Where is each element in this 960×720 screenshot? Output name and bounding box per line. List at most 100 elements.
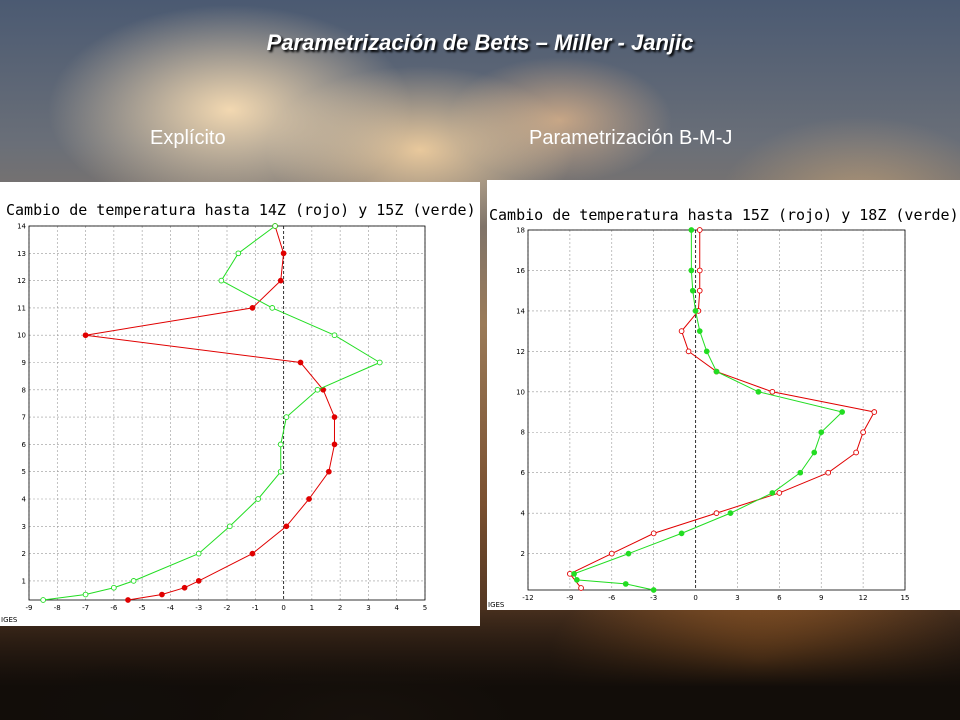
data-point [650, 530, 657, 537]
x-tick-label: 1 [310, 604, 314, 612]
data-point [839, 409, 846, 415]
data-point [689, 287, 696, 294]
y-tick-label: 8 [22, 386, 26, 394]
y-tick-label: 2 [521, 550, 525, 558]
series-line-1 [573, 230, 844, 591]
data-point [331, 414, 338, 420]
data-point [82, 332, 89, 339]
data-point [331, 441, 338, 448]
y-tick-label: 3 [22, 523, 26, 531]
data-point [622, 581, 629, 587]
y-tick-label: 12 [516, 348, 525, 356]
data-point [331, 332, 338, 339]
plot-frame [527, 229, 906, 591]
left-chart: Cambio de temperatura hasta 14Z (rojo) y… [1, 201, 476, 624]
data-point [269, 305, 276, 311]
data-point [376, 359, 383, 366]
x-tick-label: -1 [252, 604, 259, 612]
x-tick-label: -8 [54, 604, 61, 612]
y-tick-label: 10 [17, 332, 26, 340]
x-tick-label: 0 [281, 604, 285, 612]
data-point [688, 227, 695, 233]
right-chart: Cambio de temperatura hasta 15Z (rojo) y… [488, 206, 959, 609]
data-point [825, 469, 832, 476]
data-point [797, 469, 804, 476]
plot-frame [28, 225, 426, 601]
data-point [277, 277, 284, 284]
data-point [685, 348, 692, 355]
x-tick-label: -9 [566, 594, 573, 602]
data-point [776, 490, 783, 496]
x-tick-label: 6 [777, 594, 782, 602]
data-point [703, 348, 710, 355]
data-point [297, 359, 304, 366]
y-tick-label: 7 [22, 414, 26, 422]
data-point [811, 449, 818, 456]
data-point [159, 591, 165, 598]
x-tick-label: -7 [82, 604, 89, 612]
right-chart-panel: Cambio de temperatura hasta 15Z (rojo) y… [487, 180, 960, 610]
data-point [574, 577, 580, 583]
chart-title: Cambio de temperatura hasta 15Z (rojo) y… [489, 206, 959, 224]
x-tick-label: -6 [608, 594, 616, 602]
series-line-1 [43, 225, 381, 601]
data-point [871, 409, 878, 415]
data-point [218, 277, 225, 284]
y-tick-label: 9 [22, 359, 26, 367]
y-tick-label: 6 [521, 469, 526, 477]
data-point [40, 597, 46, 603]
data-point [181, 584, 188, 591]
x-tick-label: 5 [423, 604, 427, 612]
data-point [755, 388, 762, 395]
data-point [306, 496, 312, 502]
y-tick-label: 14 [17, 223, 26, 231]
x-tick-label: -12 [522, 594, 533, 602]
series-line-0 [569, 230, 876, 589]
x-tick-label: -6 [110, 604, 118, 612]
data-point [818, 429, 825, 436]
data-point [235, 250, 242, 257]
slide-title: Parametrización de Betts – Miller - Janj… [266, 30, 694, 55]
y-tick-label: 1 [22, 577, 26, 585]
y-tick-label: 8 [521, 429, 525, 437]
left-subtitle: Explícito [150, 127, 226, 149]
x-tick-label: -5 [139, 604, 146, 612]
data-point [692, 308, 699, 314]
data-point [195, 578, 202, 584]
left-chart-panel: Cambio de temperatura hasta 14Z (rojo) y… [0, 182, 480, 626]
y-tick-label: 4 [521, 510, 526, 518]
y-tick-label: 13 [17, 250, 26, 258]
data-point [82, 591, 89, 598]
x-tick-label: -9 [26, 604, 33, 612]
data-point [249, 305, 256, 311]
y-tick-label: 16 [516, 267, 525, 275]
data-point [678, 530, 685, 537]
data-point [125, 597, 131, 603]
data-point [314, 386, 321, 393]
x-tick-label: -3 [650, 594, 657, 602]
y-tick-label: 10 [516, 388, 525, 396]
data-point [272, 223, 278, 229]
data-point [255, 496, 261, 502]
y-tick-label: 18 [516, 227, 525, 235]
x-tick-label: 12 [859, 594, 868, 602]
x-tick-label: -4 [167, 604, 175, 612]
x-tick-label: 4 [394, 604, 399, 612]
data-point [853, 449, 859, 456]
x-tick-label: 3 [366, 604, 370, 612]
y-tick-label: 11 [17, 304, 26, 312]
data-point [696, 328, 703, 334]
x-tick-label: 0 [693, 594, 697, 602]
y-tick-label: 5 [22, 468, 26, 476]
data-point [226, 523, 233, 530]
chart-footer: IGES [1, 616, 18, 624]
data-point [283, 414, 290, 420]
y-tick-label: 2 [22, 550, 26, 558]
y-tick-label: 4 [22, 495, 27, 503]
x-tick-label: 9 [819, 594, 823, 602]
data-point [769, 490, 776, 496]
data-point [571, 570, 577, 577]
y-tick-label: 6 [22, 441, 27, 449]
tree-silhouette [0, 610, 960, 720]
data-point [625, 550, 632, 557]
